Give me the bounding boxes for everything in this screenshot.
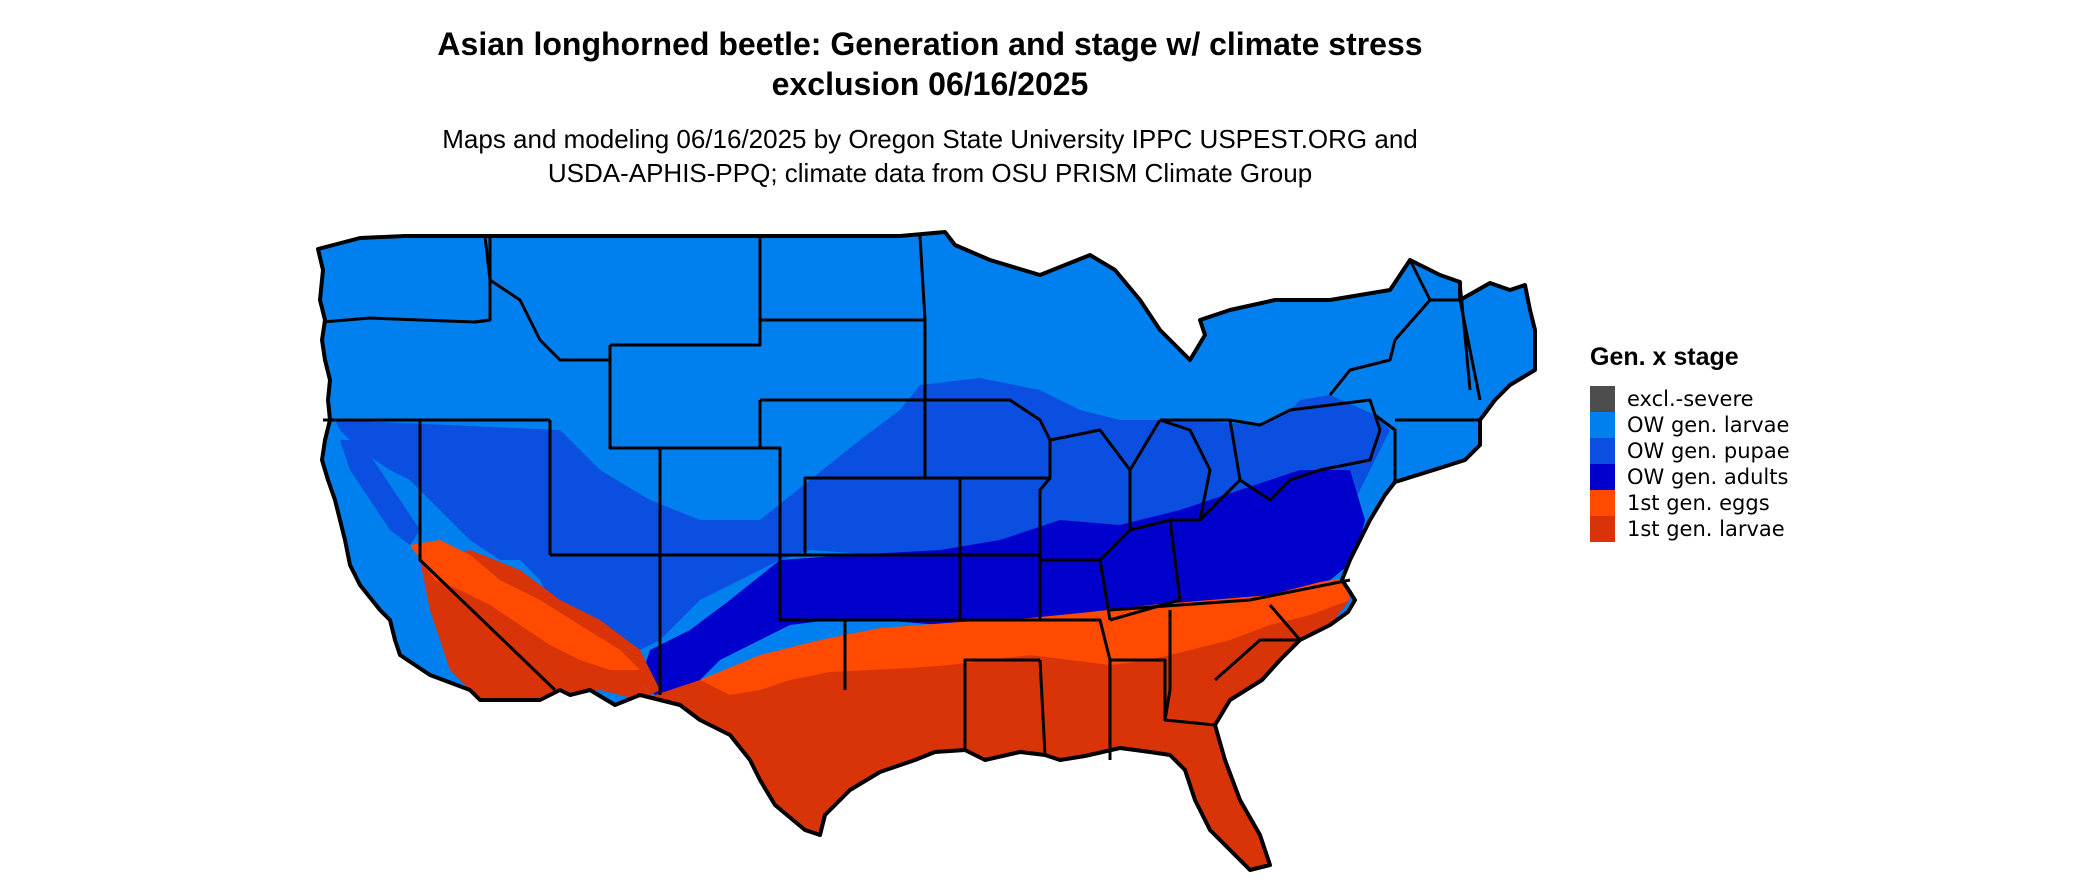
- legend-item: OW gen. larvae: [1590, 412, 1790, 438]
- map-subtitle: Maps and modeling 06/16/2025 by Oregon S…: [0, 122, 1860, 190]
- zone-ow-pupae: [335, 378, 1390, 660]
- legend-swatch: [1590, 490, 1615, 516]
- legend-label: OW gen. pupae: [1627, 439, 1790, 463]
- zone-ow-adults: [640, 470, 1365, 700]
- legend-item: OW gen. adults: [1590, 464, 1790, 490]
- legend-swatch: [1590, 386, 1615, 412]
- title-line-2: exclusion 06/16/2025: [771, 66, 1089, 102]
- legend-label: OW gen. larvae: [1627, 413, 1790, 437]
- legend-swatch: [1590, 438, 1615, 464]
- legend-item: 1st gen. eggs: [1590, 490, 1790, 516]
- state-borders: [322, 235, 1482, 760]
- legend-swatch: [1590, 516, 1615, 542]
- legend-title: Gen. x stage: [1590, 343, 1739, 371]
- legend-item: excl.-severe: [1590, 386, 1790, 412]
- legend-swatch: [1590, 412, 1615, 438]
- legend-swatch: [1590, 464, 1615, 490]
- subtitle-line-1: Maps and modeling 06/16/2025 by Oregon S…: [442, 124, 1418, 154]
- legend-label: 1st gen. larvae: [1627, 517, 1785, 541]
- us-map: [316, 230, 1537, 872]
- legend-item: 1st gen. larvae: [1590, 516, 1790, 542]
- zone-ca-pupae: [340, 440, 420, 545]
- legend-label: 1st gen. eggs: [1627, 491, 1770, 515]
- title-line-1: Asian longhorned beetle: Generation and …: [437, 26, 1423, 62]
- subtitle-line-2: USDA-APHIS-PPQ; climate data from OSU PR…: [547, 158, 1313, 188]
- legend-item: OW gen. pupae: [1590, 438, 1790, 464]
- legend-label: excl.-severe: [1627, 387, 1754, 411]
- map-legend: Gen. x stage excl.-severe OW gen. larvae…: [1590, 343, 1790, 542]
- map-title: Asian longhorned beetle: Generation and …: [0, 24, 1860, 104]
- zone-1st-eggs: [700, 578, 1350, 695]
- zone-sw-1st-eggs: [410, 540, 640, 670]
- legend-label: OW gen. adults: [1627, 465, 1789, 489]
